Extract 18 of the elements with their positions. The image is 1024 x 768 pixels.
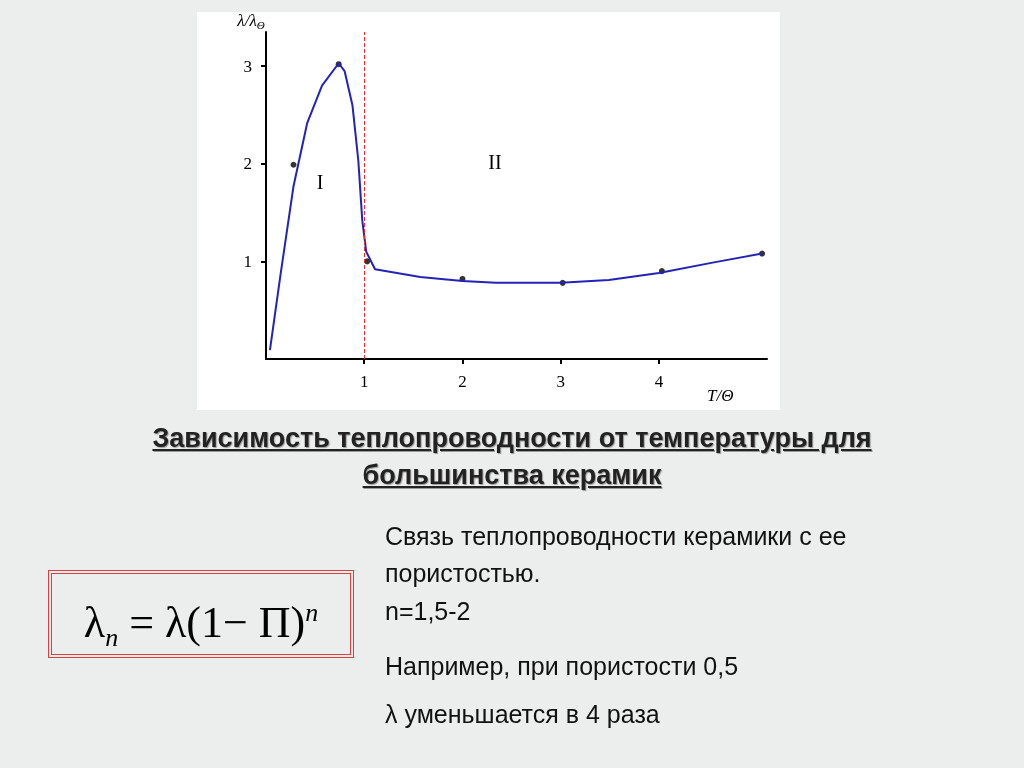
x-tick-label: 3: [556, 372, 565, 391]
text: Связь теплопроводности керамики с ее пористостью.: [385, 521, 848, 589]
text: λ$_{n}$ = λ(1− Π)$^{n}$: [48, 570, 354, 658]
y-tick-label: 2: [243, 154, 252, 174]
y-tick-label: 1: [243, 251, 252, 271]
x-tick-label: 1: [359, 372, 369, 391]
text: n=1,5-2: [385, 597, 471, 626]
x-tick-label: 2: [458, 372, 467, 391]
text: Зависимость теплопроводности от температуры для большинства керамик: [151, 422, 873, 492]
text: Например, при пористости 0,5: [385, 652, 739, 681]
line-series: [268, 62, 764, 352]
text: λ уменьшается в 4 раза: [385, 700, 660, 729]
point: [290, 161, 297, 168]
annotation: I: [316, 171, 324, 193]
x-tick-label: 4: [654, 372, 664, 391]
annotation: II: [488, 151, 502, 173]
y-tick-label: 3: [243, 56, 252, 76]
x-axis-title: T/Θ: [707, 386, 734, 405]
